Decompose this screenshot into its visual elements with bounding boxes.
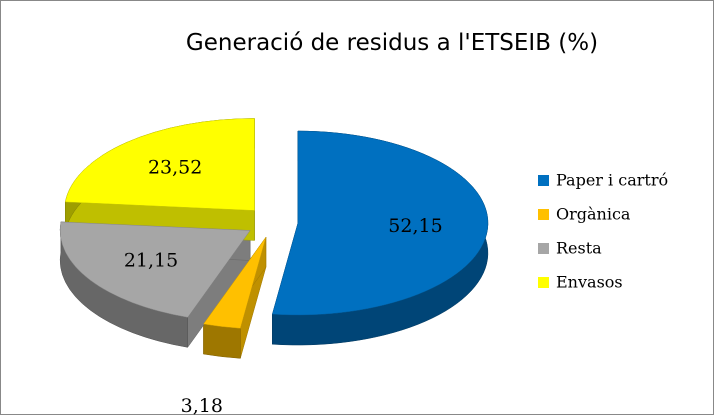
legend-label: Resta <box>556 239 602 258</box>
legend-label: Orgànica <box>556 205 631 224</box>
data-label: 52,15 <box>388 215 442 237</box>
slice-side <box>203 323 241 359</box>
data-label: 21,15 <box>124 249 178 271</box>
legend-swatch <box>538 243 549 254</box>
data-label: 3,18 <box>181 395 223 415</box>
legend-swatch <box>538 277 549 288</box>
slice <box>272 130 489 316</box>
data-label: 23,52 <box>148 156 202 178</box>
chart-title: Generació de residus a l'ETSEIB (%) <box>186 30 598 56</box>
slice <box>203 237 267 329</box>
legend-swatch <box>538 209 549 220</box>
legend-swatch <box>538 175 549 186</box>
legend-label: Paper i cartró <box>556 171 668 190</box>
slice <box>65 118 255 211</box>
slice <box>59 221 251 318</box>
legend-label: Envasos <box>556 273 623 292</box>
